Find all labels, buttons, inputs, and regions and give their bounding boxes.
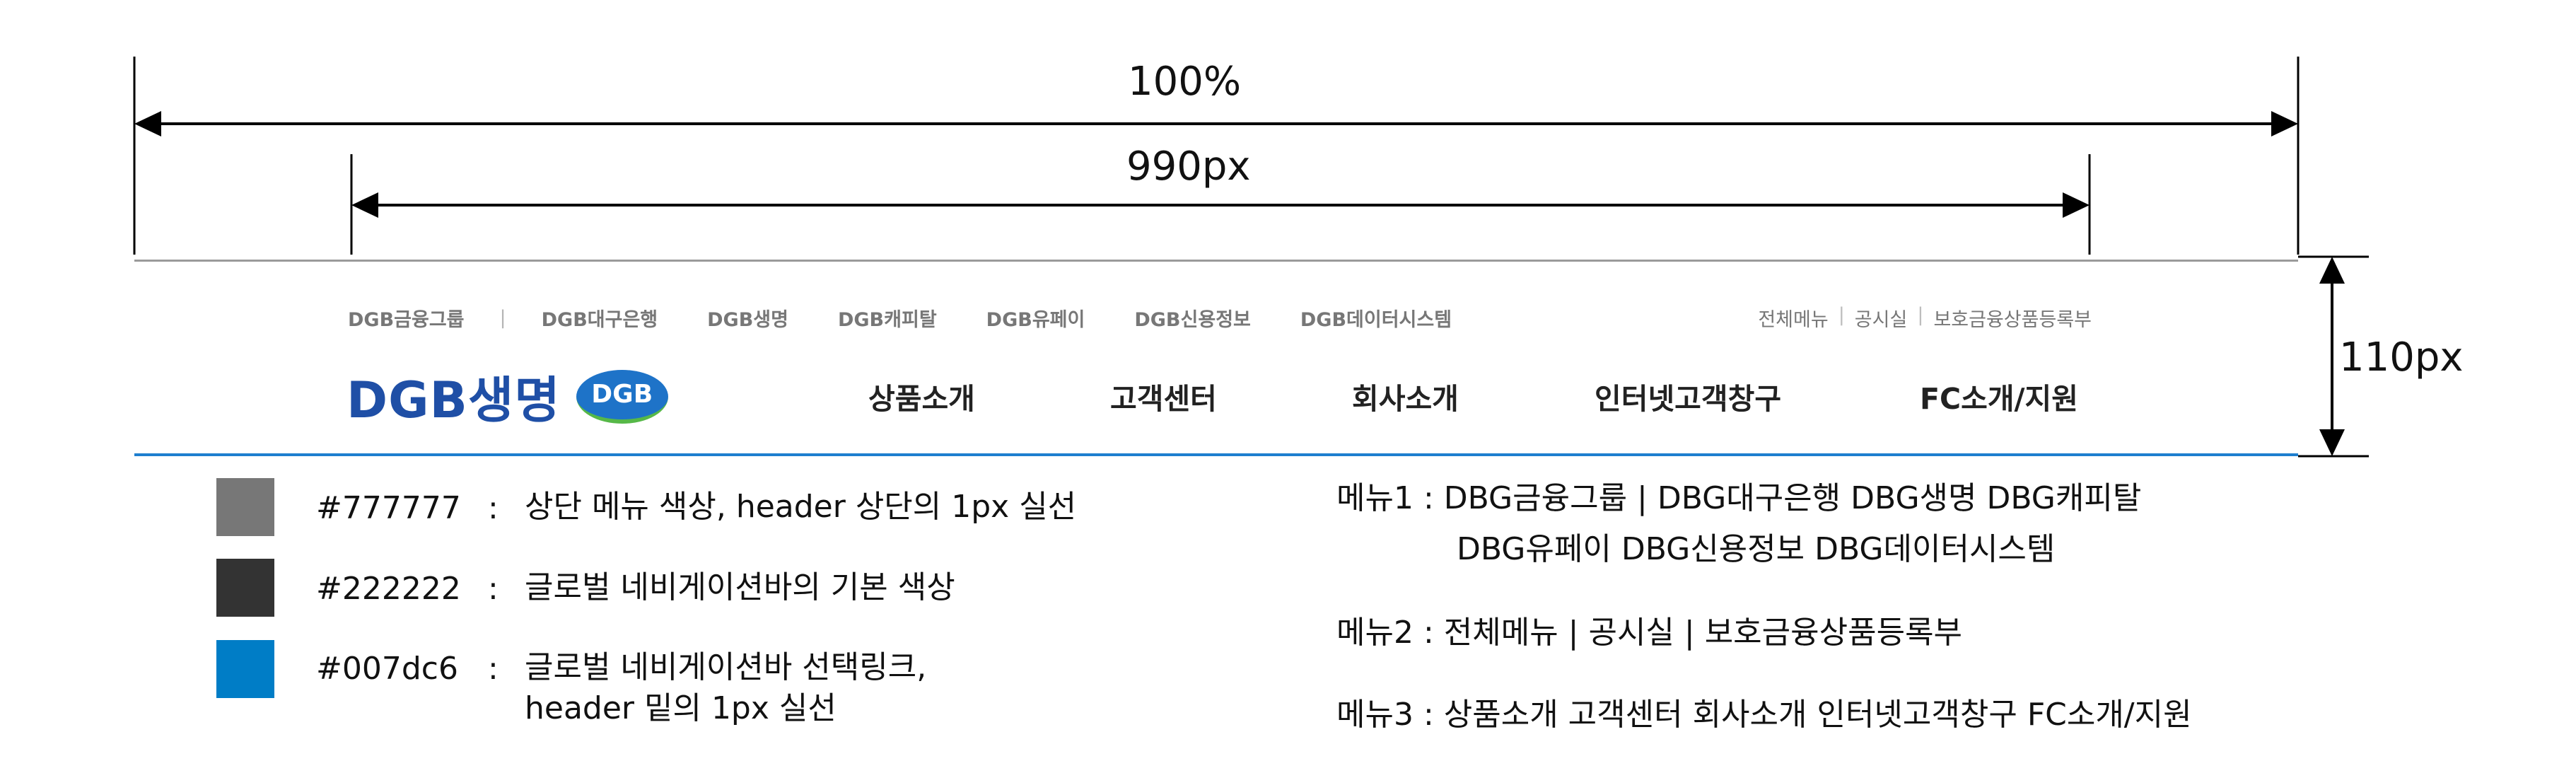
color-swatch [216,559,274,617]
gnb-item[interactable]: 상품소개 [868,382,975,416]
color-hex: #007dc6 [316,651,458,687]
gnb-item[interactable]: 인터넷고객창구 [1595,382,1782,416]
family-link[interactable]: DGB유페이 [986,309,1085,331]
color-description: 글로벌 네비게이션바의 기본 색상 [525,569,955,605]
header-bottom-border [134,453,2298,456]
gnb-item[interactable]: 고객센터 [1110,382,1217,416]
separator: | [1917,304,1924,326]
utility-menu: 전체메뉴 | 공시실 | 보호금융상품등록부 [1758,304,2092,332]
separator: | [1838,304,1845,326]
gnb-item[interactable]: FC소개/지원 [1920,382,2078,416]
family-link[interactable]: DGB데이터시스템 [1300,309,1452,331]
header-top-border [134,260,2298,262]
util-link[interactable]: 공시실 [1854,309,1908,331]
full-width-label: 100% [1128,59,1242,105]
color-hex: #777777 [316,490,461,526]
separator: | [499,307,506,329]
family-link[interactable]: DGB생명 [707,309,788,331]
util-link[interactable]: 전체메뉴 [1758,309,1829,331]
color-description-line2: header 밑의 1px 실선 [525,690,837,726]
logo[interactable]: DGB생명 DGB [346,361,668,432]
util-link[interactable]: 보호금융상품등록부 [1933,309,2092,331]
logo-text: DGB생명 [346,371,561,429]
colon: : [488,571,499,607]
color-description: 글로벌 네비게이션바 선택링크, [525,649,927,685]
family-link[interactable]: DGB캐피탈 [837,309,937,331]
family-site-menu: DGB금융그룹 | DGB대구은행 DGB생명 DGB캐피탈 DGB유페이 DG… [348,304,1501,332]
color-description: 상단 메뉴 색상, header 상단의 1px 실선 [525,489,1077,525]
color-swatch [216,640,274,698]
colon: : [488,490,499,526]
content-width-label: 990px [1126,144,1251,190]
menu3-note: 메뉴3 : 상품소개 고객센터 회사소개 인터넷고객창구 FC소개/지원 [1336,697,2192,733]
header-height-label: 110px [2339,335,2464,380]
colon: : [488,651,499,687]
family-link[interactable]: DGB대구은행 [541,309,658,331]
family-link[interactable]: DGB신용정보 [1134,309,1251,331]
color-swatch [216,478,274,536]
menu2-note: 메뉴2 : 전체메뉴 | 공시실 | 보호금융상품등록부 [1336,615,1963,651]
color-hex: #222222 [316,571,461,607]
family-link[interactable]: DGB금융그룹 [348,309,465,331]
menu1-note: 메뉴1 : DBG금융그룹 | DBG대구은행 DBG생명 DBG캐피탈 [1336,480,2142,516]
menu1-note-line2: DBG유페이 DBG신용정보 DBG데이터시스템 [1457,531,2056,567]
logo-badge-icon: DGB [576,369,668,424]
gnb-item[interactable]: 회사소개 [1352,382,1459,416]
